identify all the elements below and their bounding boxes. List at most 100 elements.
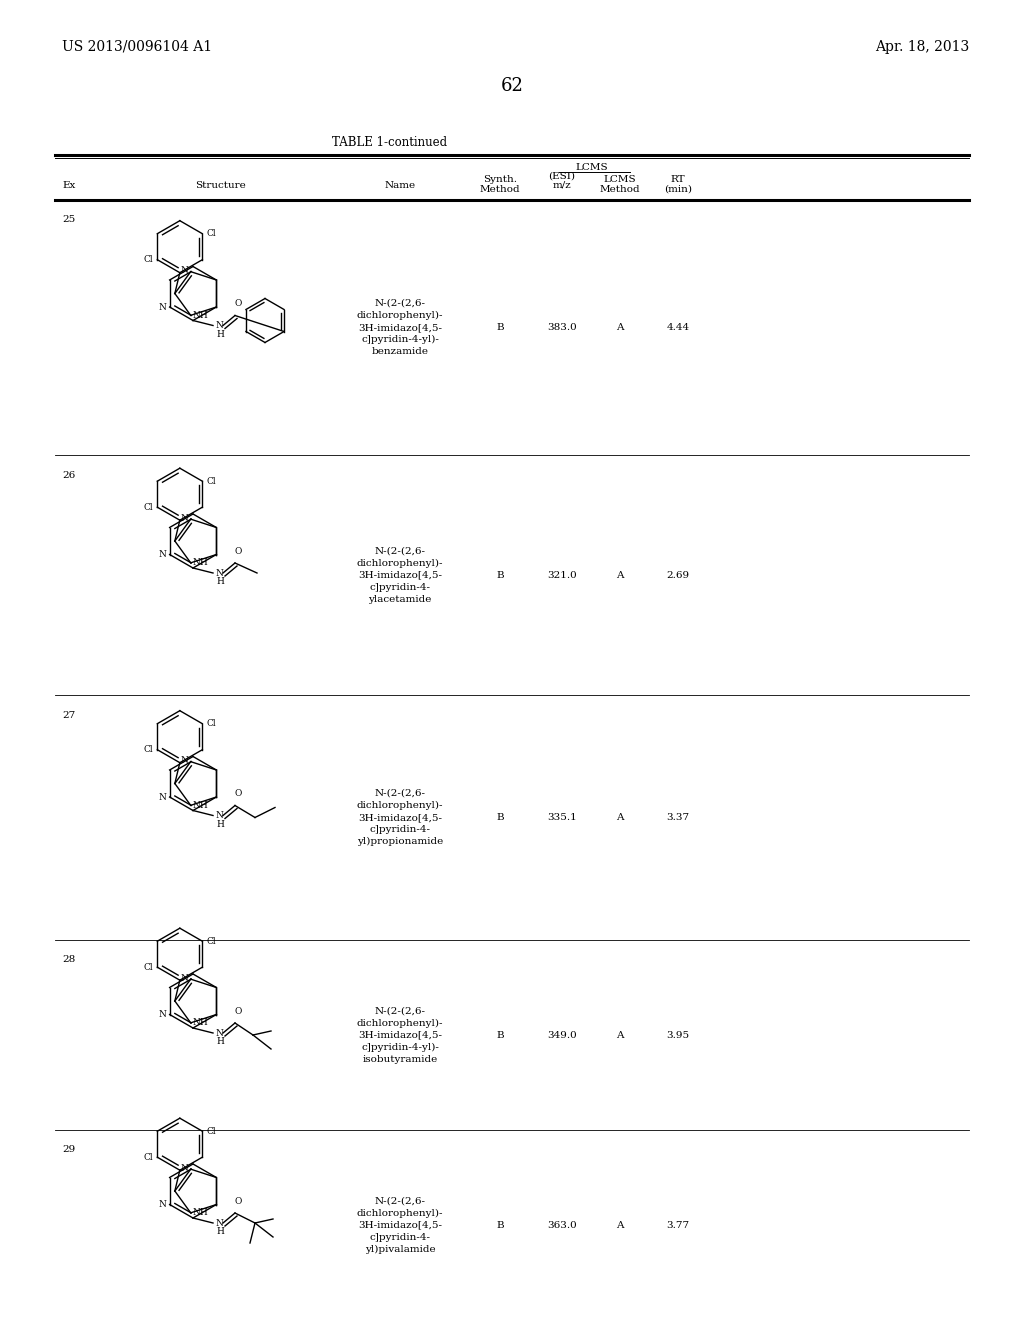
- Text: H: H: [216, 330, 224, 339]
- Text: c]pyridin-4-: c]pyridin-4-: [370, 825, 430, 834]
- Text: Cl: Cl: [207, 230, 216, 238]
- Text: N: N: [181, 974, 188, 982]
- Text: B: B: [497, 1221, 504, 1229]
- Text: yl)pivalamide: yl)pivalamide: [365, 1245, 435, 1254]
- Text: NH: NH: [193, 310, 209, 319]
- Text: N: N: [216, 1028, 224, 1038]
- Text: 27: 27: [62, 710, 75, 719]
- Text: Ex: Ex: [62, 181, 76, 190]
- Text: H: H: [216, 1228, 224, 1237]
- Text: A: A: [616, 1031, 624, 1040]
- Text: yl)propionamide: yl)propionamide: [357, 837, 443, 846]
- Text: O: O: [234, 789, 242, 799]
- Text: NH: NH: [193, 1018, 209, 1027]
- Text: Name: Name: [384, 181, 416, 190]
- Text: N-(2-(2,6-: N-(2-(2,6-: [375, 300, 426, 308]
- Text: RT: RT: [671, 176, 685, 185]
- Text: N: N: [181, 756, 188, 766]
- Text: 28: 28: [62, 956, 75, 965]
- Text: B: B: [497, 570, 504, 579]
- Text: B: B: [497, 1031, 504, 1040]
- Text: benzamide: benzamide: [372, 347, 428, 356]
- Text: B: B: [497, 813, 504, 822]
- Text: c]pyridin-4-: c]pyridin-4-: [370, 1233, 430, 1242]
- Text: 26: 26: [62, 470, 75, 479]
- Text: 3H-imidazo[4,5-: 3H-imidazo[4,5-: [358, 570, 442, 579]
- Text: 3H-imidazo[4,5-: 3H-imidazo[4,5-: [358, 1221, 442, 1229]
- Text: N: N: [181, 513, 188, 523]
- Text: A: A: [616, 323, 624, 333]
- Text: N: N: [216, 810, 224, 820]
- Text: isobutyramide: isobutyramide: [362, 1055, 437, 1064]
- Text: 321.0: 321.0: [547, 570, 577, 579]
- Text: Cl: Cl: [207, 719, 216, 729]
- Text: Cl: Cl: [143, 1152, 154, 1162]
- Text: 335.1: 335.1: [547, 813, 577, 822]
- Text: H: H: [216, 820, 224, 829]
- Text: LCMS: LCMS: [604, 176, 636, 185]
- Text: O: O: [234, 300, 242, 308]
- Text: c]pyridin-4-yl)-: c]pyridin-4-yl)-: [361, 1043, 439, 1052]
- Text: dichlorophenyl)-: dichlorophenyl)-: [356, 1208, 443, 1217]
- Text: Synth.: Synth.: [483, 176, 517, 185]
- Text: m/z: m/z: [553, 181, 571, 190]
- Text: H: H: [216, 578, 224, 586]
- Text: 3.77: 3.77: [667, 1221, 689, 1229]
- Text: 3H-imidazo[4,5-: 3H-imidazo[4,5-: [358, 1031, 442, 1040]
- Text: 3H-imidazo[4,5-: 3H-imidazo[4,5-: [358, 323, 442, 333]
- Text: O: O: [234, 546, 242, 556]
- Text: 2.69: 2.69: [667, 570, 689, 579]
- Text: O: O: [234, 1006, 242, 1015]
- Text: N-(2-(2,6-: N-(2-(2,6-: [375, 789, 426, 799]
- Text: Cl: Cl: [207, 1127, 216, 1135]
- Text: 4.44: 4.44: [667, 323, 689, 333]
- Text: N: N: [216, 321, 224, 330]
- Text: N: N: [181, 1164, 188, 1172]
- Text: NH: NH: [193, 801, 209, 810]
- Text: 349.0: 349.0: [547, 1031, 577, 1040]
- Text: 383.0: 383.0: [547, 323, 577, 333]
- Text: LCMS: LCMS: [575, 162, 608, 172]
- Text: Cl: Cl: [143, 962, 154, 972]
- Text: Structure: Structure: [195, 181, 246, 190]
- Text: H: H: [216, 1038, 224, 1047]
- Text: NH: NH: [193, 1208, 209, 1217]
- Text: A: A: [616, 570, 624, 579]
- Text: c]pyridin-4-: c]pyridin-4-: [370, 582, 430, 591]
- Text: 62: 62: [501, 77, 523, 95]
- Text: A: A: [616, 813, 624, 822]
- Text: Cl: Cl: [207, 937, 216, 945]
- Text: N: N: [216, 569, 224, 578]
- Text: 363.0: 363.0: [547, 1221, 577, 1229]
- Text: NH: NH: [193, 558, 209, 568]
- Text: dichlorophenyl)-: dichlorophenyl)-: [356, 312, 443, 319]
- Text: B: B: [497, 323, 504, 333]
- Text: TABLE 1-continued: TABLE 1-continued: [333, 136, 447, 149]
- Text: 3.37: 3.37: [667, 813, 689, 822]
- Text: Apr. 18, 2013: Apr. 18, 2013: [874, 40, 969, 54]
- Text: 3.95: 3.95: [667, 1031, 689, 1040]
- Text: (min): (min): [664, 185, 692, 194]
- Text: (ESI): (ESI): [549, 172, 575, 181]
- Text: dichlorophenyl)-: dichlorophenyl)-: [356, 1019, 443, 1027]
- Text: N: N: [159, 302, 167, 312]
- Text: N: N: [216, 1218, 224, 1228]
- Text: A: A: [616, 1221, 624, 1229]
- Text: N: N: [159, 1200, 167, 1209]
- Text: 3H-imidazo[4,5-: 3H-imidazo[4,5-: [358, 813, 442, 822]
- Text: Cl: Cl: [207, 477, 216, 486]
- Text: N-(2-(2,6-: N-(2-(2,6-: [375, 1196, 426, 1205]
- Text: 25: 25: [62, 215, 75, 224]
- Text: dichlorophenyl)-: dichlorophenyl)-: [356, 801, 443, 810]
- Text: c]pyridin-4-yl)-: c]pyridin-4-yl)-: [361, 335, 439, 345]
- Text: 29: 29: [62, 1146, 75, 1155]
- Text: N-(2-(2,6-: N-(2-(2,6-: [375, 1006, 426, 1015]
- Text: dichlorophenyl)-: dichlorophenyl)-: [356, 558, 443, 568]
- Text: N-(2-(2,6-: N-(2-(2,6-: [375, 546, 426, 556]
- Text: O: O: [234, 1196, 242, 1205]
- Text: ylacetamide: ylacetamide: [369, 594, 432, 603]
- Text: N: N: [159, 1010, 167, 1019]
- Text: N: N: [181, 267, 188, 275]
- Text: Method: Method: [600, 185, 640, 194]
- Text: N: N: [159, 792, 167, 801]
